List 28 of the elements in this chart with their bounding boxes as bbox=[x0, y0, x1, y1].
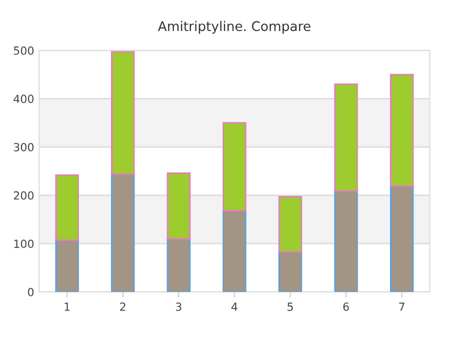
bar bbox=[110, 173, 135, 292]
bar bbox=[390, 74, 414, 187]
bar bbox=[278, 251, 302, 292]
y-tick-label: 500 bbox=[14, 46, 34, 55]
y-tick-label: 400 bbox=[14, 94, 34, 104]
x-tick-label: 5 bbox=[288, 302, 293, 311]
x-tick-label: 6 bbox=[343, 302, 349, 311]
y-tick-label: 100 bbox=[14, 240, 34, 248]
chart-title: Amitriptyline. Compare bbox=[158, 20, 310, 34]
x-tick-label: 1 bbox=[64, 302, 70, 311]
x-tick-label: 4 bbox=[231, 302, 238, 311]
bar bbox=[278, 196, 302, 253]
y-tick-label: 300 bbox=[14, 142, 34, 152]
bar bbox=[55, 240, 79, 292]
y-tick-label: 200 bbox=[14, 191, 34, 200]
x-tick-label: 2 bbox=[120, 302, 126, 311]
bar bbox=[110, 51, 135, 175]
bar bbox=[390, 185, 414, 292]
x-tick-label: 3 bbox=[176, 302, 182, 311]
y-tick-label: 0 bbox=[28, 288, 34, 296]
bar bbox=[222, 210, 246, 292]
bar bbox=[334, 190, 358, 292]
bar bbox=[55, 174, 79, 241]
bar bbox=[166, 172, 191, 240]
bar bbox=[222, 122, 246, 212]
bar bbox=[166, 238, 191, 292]
x-tick-label: 7 bbox=[399, 302, 404, 311]
bar bbox=[334, 84, 358, 192]
